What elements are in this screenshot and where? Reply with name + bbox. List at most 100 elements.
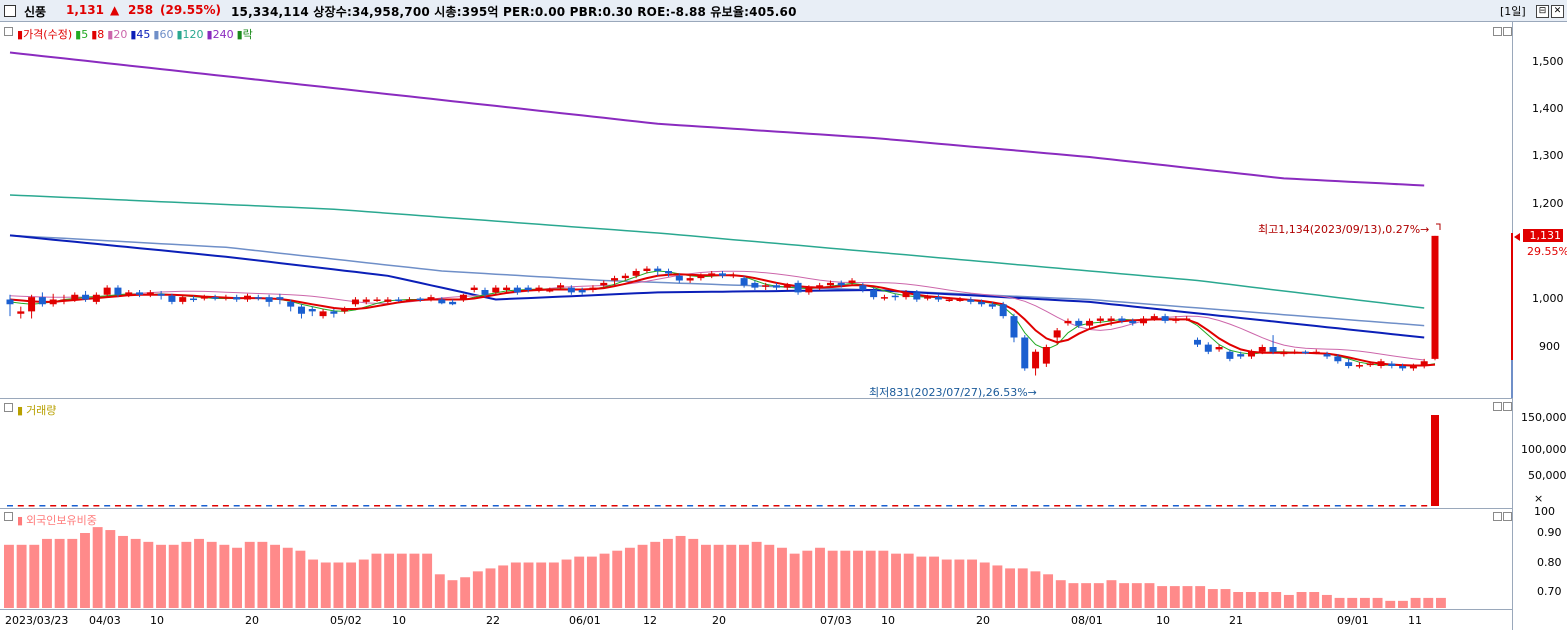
volume-bar: [298, 505, 305, 507]
foreign-ownership-bar: [536, 562, 547, 608]
legend-swatch: ▮: [91, 28, 98, 41]
volume-bar: [643, 505, 650, 507]
candle-body: [1075, 320, 1083, 326]
select-checkbox[interactable]: [4, 5, 16, 17]
volume-bar: [7, 505, 13, 507]
candle-body: [654, 268, 662, 271]
volume-panel-toggle-icon[interactable]: [4, 403, 13, 412]
volume-bar: [1410, 505, 1417, 507]
foreign-ownership-bar: [1068, 583, 1079, 608]
x-tick: 12: [643, 614, 657, 627]
volume-bar: [892, 505, 899, 507]
foreign-ownership-bar: [1233, 592, 1244, 608]
high-marker-arrow: [1436, 223, 1441, 230]
foreign-ownership-bar: [358, 559, 369, 608]
volume-bar: [438, 505, 445, 507]
foreign-ownership-bar: [384, 553, 395, 608]
volume-bar: [1140, 505, 1147, 507]
x-tick: 10: [392, 614, 406, 627]
volume-panel-close-icon[interactable]: [1503, 402, 1512, 411]
foreign-ownership-bar: [1182, 586, 1193, 608]
candle-body: [891, 295, 899, 298]
volume-bar: [1216, 505, 1223, 507]
candle-body: [470, 287, 478, 290]
candle-body: [880, 297, 888, 299]
legend-swatch: ▮: [153, 28, 160, 41]
candle-body: [6, 299, 14, 305]
foreign-ownership-bar: [257, 541, 268, 608]
candle-body: [978, 301, 986, 305]
candle-body: [686, 278, 694, 281]
y-tick-foreign: 0.80: [1537, 556, 1562, 569]
volume-bar: [838, 505, 845, 507]
volume-bar: [212, 505, 219, 507]
candle-body: [459, 294, 467, 300]
volume-bar: [525, 505, 532, 507]
foreign-ownership-bar: [1144, 583, 1155, 608]
candle-body: [244, 295, 251, 300]
ma-20-line: [9, 270, 1425, 361]
candle-body: [190, 298, 198, 301]
period-selector[interactable]: [1일]: [1500, 5, 1526, 18]
foreign-ownership-bar: [333, 562, 344, 608]
volume-bar: [514, 505, 521, 507]
candle-body: [49, 299, 57, 305]
foreign-ownership-bar: [586, 556, 597, 608]
panel-maximize-icon[interactable]: [1493, 27, 1502, 36]
candle-body: [276, 297, 284, 300]
foreign-ownership-bar: [1169, 586, 1180, 608]
candle-body: [449, 301, 457, 305]
volume-bar: [374, 505, 381, 507]
foreign-ownership-bar: [1258, 592, 1269, 608]
candle-body: [265, 297, 273, 302]
volume-bar: [471, 505, 478, 507]
candle-body: [254, 297, 262, 299]
volume-bar: [784, 505, 791, 507]
foreign-ownership-bar: [929, 556, 939, 608]
foreign-ownership-bar: [54, 538, 65, 608]
volume-bar: [1226, 505, 1233, 507]
volume-bar: [428, 505, 435, 507]
candle-body: [1280, 351, 1288, 355]
legend-item: 120: [182, 28, 204, 41]
volume-panel-maximize-icon[interactable]: [1493, 402, 1502, 411]
panel-toggle-icon[interactable]: [4, 27, 13, 36]
restore-icon[interactable]: ⊟: [1536, 5, 1549, 18]
volume-bar: [719, 505, 726, 507]
y-tick-volume: 50,000: [1528, 469, 1567, 482]
foreign-ownership-bar: [979, 562, 990, 608]
candle-body: [157, 293, 165, 296]
foreign-ownership-bar: [422, 553, 433, 608]
volume-bar: [935, 505, 942, 507]
foreign-panel-toggle-icon[interactable]: [4, 512, 13, 521]
foreign-panel-maximize-icon[interactable]: [1493, 512, 1502, 521]
up-arrow-icon: ▲: [110, 3, 120, 17]
candle-body: [1258, 347, 1266, 352]
candle-body: [729, 274, 737, 277]
volume-bar: [730, 505, 737, 507]
price-legend: ▮가격(수정) ▮5 ▮8 ▮20 ▮45 ▮60 ▮120 ▮240 ▮락: [17, 26, 256, 42]
foreign-panel-close-icon[interactable]: [1503, 512, 1512, 521]
candle-body: [578, 290, 586, 293]
foreign-ownership-bar: [92, 527, 103, 608]
current-price-pointer: [1514, 233, 1520, 241]
candle-body: [1355, 365, 1363, 367]
volume-bar: [93, 505, 100, 507]
foreign-ownership-bar: [1220, 589, 1231, 608]
legend-item: 5: [81, 28, 89, 41]
volume-bar: [1388, 505, 1395, 507]
candle-body: [1021, 337, 1029, 369]
candle-body: [783, 285, 791, 288]
volume-bar: [1000, 505, 1007, 507]
candle-body: [395, 299, 403, 301]
foreign-ownership-bar: [244, 541, 255, 608]
volume-bar: [136, 505, 143, 507]
stock-name: 신풍: [24, 5, 47, 19]
candle-body: [1388, 363, 1396, 366]
legend-swatch: ▮: [107, 28, 114, 41]
foreign-ownership-bar: [967, 559, 977, 608]
close-icon[interactable]: ✕: [1551, 5, 1564, 18]
foreign-ownership-bar: [498, 565, 509, 608]
foreign-ownership-bar: [460, 577, 471, 608]
panel-close-icon[interactable]: [1503, 27, 1512, 36]
